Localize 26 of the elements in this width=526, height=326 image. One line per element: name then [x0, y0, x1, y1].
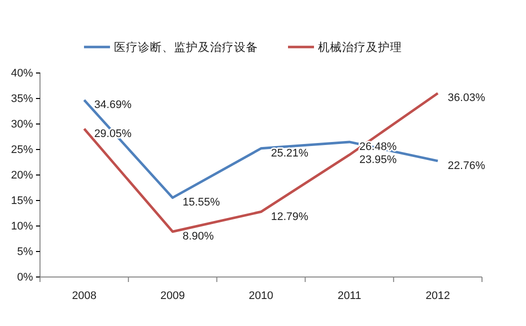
- data-label: 34.69%: [94, 99, 132, 112]
- y-tick-label: 15%: [10, 195, 34, 208]
- x-tick-label: 2008: [72, 290, 96, 302]
- x-tick-label: 2010: [248, 290, 274, 302]
- data-label: 36.03%: [448, 92, 486, 104]
- y-tick-label: 25%: [10, 144, 34, 156]
- legend-label: 医疗诊断、监护及治疗设备: [114, 40, 258, 54]
- y-tick-label: 0%: [17, 272, 34, 284]
- x-tick-label: 2012: [426, 290, 450, 302]
- data-label: 15.55%: [182, 196, 220, 209]
- data-label: 12.79%: [271, 210, 309, 223]
- legend-label: 机械治疗及护理: [318, 40, 402, 54]
- line-series: [82, 92, 440, 233]
- x-tick-label: 2009: [160, 290, 185, 302]
- x-tick-label: 2011: [338, 290, 362, 302]
- data-label: 8.90%: [182, 230, 214, 243]
- data-label: 23.95%: [359, 154, 397, 166]
- line-series: [82, 98, 440, 199]
- data-label: 25.21%: [271, 147, 309, 160]
- y-tick-label: 20%: [10, 170, 34, 182]
- y-tick-label: 10%: [10, 220, 34, 233]
- y-tick-label: 35%: [10, 93, 34, 106]
- y-tick-label: 30%: [10, 118, 34, 131]
- y-tick-label: 40%: [10, 68, 34, 80]
- data-label: 22.76%: [448, 160, 486, 172]
- y-tick-label: 5%: [17, 246, 34, 258]
